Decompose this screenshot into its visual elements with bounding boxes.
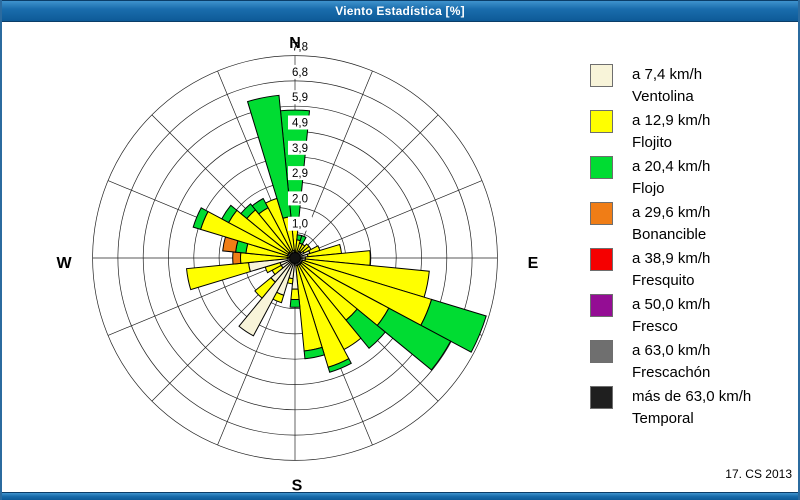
title-bar: Viento Estadística [%] <box>2 0 798 22</box>
swatch-fresquito <box>590 248 613 271</box>
footer-stamp: 17. CS 2013 <box>725 467 792 481</box>
legend-speed: a 7,4 km/h <box>632 66 703 83</box>
petal-segment-wbs-flojito <box>185 262 251 291</box>
legend-speed: a 20,4 km/h <box>632 158 711 175</box>
legend-speed: a 12,9 km/h <box>632 112 711 129</box>
petal-segment-sbe-flojo <box>303 346 326 360</box>
legend-item-fresquito: a 38,9 km/h Fresquito <box>590 248 795 294</box>
ring-label-bg <box>288 39 312 54</box>
legend-name: Bonancible <box>632 226 707 243</box>
ring-label: 6,8 <box>292 67 308 79</box>
compass-label-west: W <box>56 255 72 272</box>
ring-label-bg <box>288 216 312 231</box>
grid-spoke <box>294 114 439 259</box>
legend-name: Frescachón <box>632 364 711 381</box>
ring-label-bg <box>288 166 312 181</box>
petal-segment-wnw-flojo <box>192 207 209 230</box>
swatch-bonancible <box>590 202 613 225</box>
ring-label: 3,9 <box>292 143 308 155</box>
rose-center <box>290 253 300 263</box>
swatch-fresco <box>590 294 613 317</box>
legend-item-fresco: a 50,0 km/h Fresco <box>590 294 795 340</box>
ring-label: 1,0 <box>292 219 308 231</box>
grid-spoke <box>107 257 296 336</box>
legend-item-flojo: a 20,4 km/h Flojo <box>590 156 795 202</box>
legend-speed: a 63,0 km/h <box>632 342 711 359</box>
legend-item-ventolina: a 7,4 km/h Ventolina <box>590 64 795 110</box>
swatch-ventolina <box>590 64 613 87</box>
legend-name: Temporal <box>632 410 694 427</box>
legend-name: Flojito <box>632 134 673 151</box>
swatch-flojo <box>590 156 613 179</box>
ring-label: 4,9 <box>292 118 308 130</box>
swatch-frescachon <box>590 340 613 363</box>
swatch-temporal <box>590 386 613 409</box>
legend-name: Ventolina <box>632 88 694 105</box>
chart-panel: 1,0 2,0 2,9 3,9 4,9 5,9 6,8 7,8 N S W E a 7,4 km/h … <box>2 22 798 492</box>
ring-label-bg <box>288 115 312 130</box>
petal-segment-sw-flojito <box>254 277 276 299</box>
petal-segment-sse-flojo <box>327 358 352 373</box>
ring-label: 7,8 <box>292 42 308 54</box>
compass-label-south: S <box>292 477 303 492</box>
petal-segment-s-flojo <box>289 298 301 308</box>
legend-item-frescachon: a 63,0 km/h Frescachón <box>590 340 795 386</box>
petal-segment-s-flojito <box>290 288 300 301</box>
legend-item-bonancible: a 29,6 km/h Bonancible <box>590 202 795 248</box>
legend-name: Fresquito <box>632 272 695 289</box>
ring-label: 2,9 <box>292 168 308 180</box>
legend-speed: a 38,9 km/h <box>632 250 711 267</box>
ring-label-bg <box>288 90 312 105</box>
compass-label-east: E <box>528 255 539 272</box>
legend-name: Fresco <box>632 318 678 335</box>
ring-label: 2,0 <box>292 193 308 205</box>
legend-item-temporal: más de 63,0 km/h Temporal <box>590 386 795 432</box>
ring-label-bg <box>288 191 312 206</box>
bottom-bar <box>2 492 798 500</box>
legend-speed: más de 63,0 km/h <box>632 388 752 405</box>
swatch-flojito <box>590 110 613 133</box>
petal-segment-w-bonancible <box>232 251 242 265</box>
legend-speed: a 29,6 km/h <box>632 204 711 221</box>
window-title: Viento Estadística [%] <box>335 4 465 18</box>
petal-segment-nbw-flojo <box>246 94 292 219</box>
wind-rose-chart: 1,0 2,0 2,9 3,9 4,9 5,9 6,8 7,8N S W E <box>56 35 539 492</box>
legend-item-flojito: a 12,9 km/h Flojito <box>590 110 795 156</box>
ring-label-bg <box>288 64 312 79</box>
legend: a 7,4 km/h Ventolina a 12,9 km/h Flojito… <box>590 64 795 432</box>
petal-segment-nwbw-flojo <box>221 204 238 224</box>
legend-speed: a 50,0 km/h <box>632 296 711 313</box>
ring-label: 5,9 <box>292 92 308 104</box>
ring-label-bg <box>288 140 312 155</box>
legend-name: Flojo <box>632 180 665 197</box>
compass-label-north: N <box>289 35 301 52</box>
grid-spoke <box>294 180 483 259</box>
